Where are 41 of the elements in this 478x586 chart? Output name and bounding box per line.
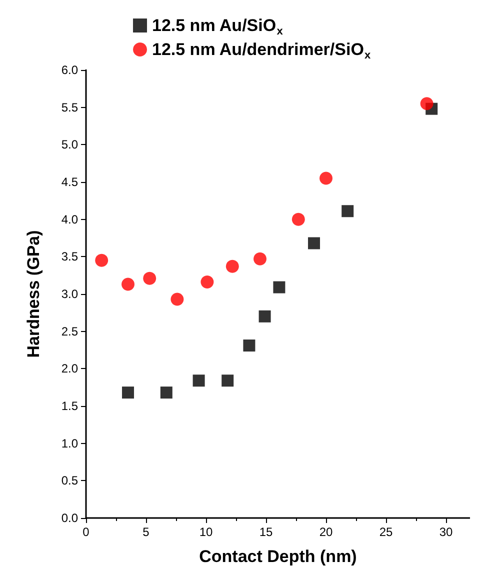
point [192, 374, 205, 387]
point [226, 260, 239, 273]
y-tick-label: 0.0 [61, 511, 78, 525]
y-tick-label: 3.5 [61, 250, 78, 264]
x-tick-label: 15 [259, 525, 273, 539]
point [143, 272, 156, 285]
point [308, 237, 320, 250]
x-tick-label: 10 [199, 525, 213, 539]
point [342, 205, 354, 218]
point [273, 281, 286, 294]
point [258, 310, 271, 322]
point [320, 172, 332, 185]
x-axis-title: Contact Depth (nm) [199, 547, 357, 566]
point [122, 386, 134, 399]
x-tick-label: 25 [379, 525, 393, 539]
point [160, 386, 172, 399]
point [170, 292, 184, 306]
point [292, 212, 305, 226]
point [222, 374, 234, 387]
y-tick-label: 1.0 [61, 436, 78, 450]
y-tick-label: 2.5 [61, 324, 78, 338]
x-tick-label: 5 [142, 525, 150, 539]
x-tick-label: 30 [439, 525, 453, 539]
point [200, 276, 214, 289]
y-tick-label: 2.0 [61, 362, 78, 376]
y-tick-label: 4.0 [61, 212, 78, 226]
point [243, 340, 256, 352]
point [122, 278, 134, 291]
x-tick-label: 0 [82, 525, 90, 539]
y-tick-label: 3.0 [61, 287, 78, 301]
y-axis-title: Hardness (GPa) [24, 230, 43, 358]
y-tick-label: 1.5 [61, 399, 78, 413]
point [95, 254, 108, 267]
y-tick-label: 5.0 [61, 138, 78, 152]
y-tick-label: 0.5 [61, 474, 78, 488]
point [420, 97, 434, 110]
point [254, 252, 266, 266]
x-tick-label: 20 [319, 525, 333, 539]
y-tick-label: 5.5 [61, 100, 78, 114]
y-tick-label: 6.0 [61, 63, 78, 77]
y-tick-label: 4.5 [61, 175, 78, 189]
